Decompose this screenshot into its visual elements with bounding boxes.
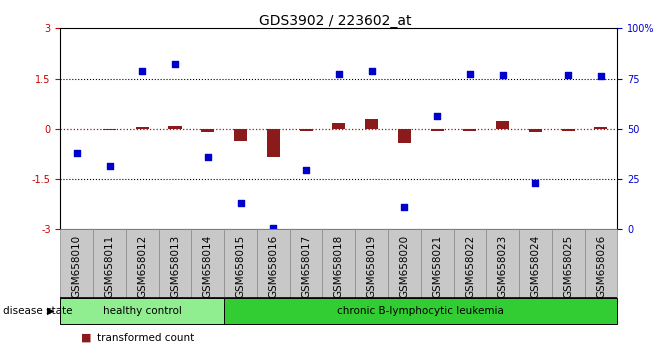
Point: [170, 61, 180, 66]
Text: GSM658023: GSM658023: [498, 235, 508, 298]
Text: disease state: disease state: [3, 306, 73, 316]
Text: GSM658015: GSM658015: [236, 235, 246, 298]
Bar: [257, 229, 290, 298]
Bar: [267, 129, 280, 157]
Point: [563, 72, 574, 78]
Text: GSM658017: GSM658017: [301, 235, 311, 298]
Bar: [562, 129, 575, 131]
Text: GSM658010: GSM658010: [72, 235, 82, 298]
Text: GSM658020: GSM658020: [399, 235, 409, 298]
Bar: [234, 129, 247, 141]
Bar: [201, 129, 214, 132]
Point: [137, 68, 148, 74]
Point: [596, 73, 607, 79]
Bar: [398, 129, 411, 143]
Bar: [529, 129, 542, 132]
Text: GSM658024: GSM658024: [530, 235, 540, 298]
Text: GSM658021: GSM658021: [432, 235, 442, 298]
Bar: [290, 229, 323, 298]
Text: GSM658019: GSM658019: [366, 235, 376, 298]
Bar: [496, 121, 509, 129]
Bar: [136, 127, 149, 129]
Bar: [224, 298, 617, 324]
Text: healthy control: healthy control: [103, 306, 182, 316]
Bar: [224, 229, 257, 298]
Bar: [486, 229, 519, 298]
Point: [301, 167, 311, 172]
Text: ■: ■: [81, 333, 91, 343]
Bar: [168, 126, 182, 129]
Text: GSM658022: GSM658022: [465, 235, 475, 298]
Bar: [464, 129, 476, 131]
Bar: [595, 126, 607, 129]
Text: GSM658012: GSM658012: [138, 235, 148, 298]
Text: transformed count: transformed count: [97, 333, 195, 343]
Point: [431, 113, 442, 119]
Text: GSM658018: GSM658018: [334, 235, 344, 298]
Point: [366, 68, 377, 74]
Text: chronic B-lymphocytic leukemia: chronic B-lymphocytic leukemia: [338, 306, 504, 316]
Text: GSM658013: GSM658013: [170, 235, 180, 298]
Point: [104, 163, 115, 169]
Point: [530, 180, 541, 186]
Point: [333, 71, 344, 76]
Bar: [519, 229, 552, 298]
Text: GSM658025: GSM658025: [563, 235, 573, 298]
Text: GSM658026: GSM658026: [596, 235, 606, 298]
Bar: [126, 229, 158, 298]
Bar: [552, 229, 584, 298]
Point: [399, 204, 410, 210]
Bar: [355, 229, 388, 298]
Bar: [60, 229, 93, 298]
Bar: [93, 229, 126, 298]
Bar: [584, 229, 617, 298]
Text: GSM658011: GSM658011: [105, 235, 115, 298]
Bar: [103, 129, 116, 130]
Text: GDS3902 / 223602_at: GDS3902 / 223602_at: [259, 14, 412, 28]
Text: ▶: ▶: [46, 306, 54, 316]
Point: [464, 71, 475, 76]
Point: [71, 150, 82, 156]
Bar: [158, 229, 191, 298]
Bar: [323, 229, 355, 298]
Point: [203, 154, 213, 160]
Point: [268, 225, 278, 231]
Bar: [299, 129, 313, 131]
Bar: [431, 129, 444, 131]
Text: GSM658016: GSM658016: [268, 235, 278, 298]
Bar: [421, 229, 454, 298]
Point: [236, 200, 246, 206]
Bar: [365, 119, 378, 129]
Bar: [388, 229, 421, 298]
Point: [497, 72, 508, 78]
Bar: [454, 229, 486, 298]
Bar: [60, 298, 224, 324]
Bar: [332, 123, 346, 129]
Bar: [191, 229, 224, 298]
Text: GSM658014: GSM658014: [203, 235, 213, 298]
